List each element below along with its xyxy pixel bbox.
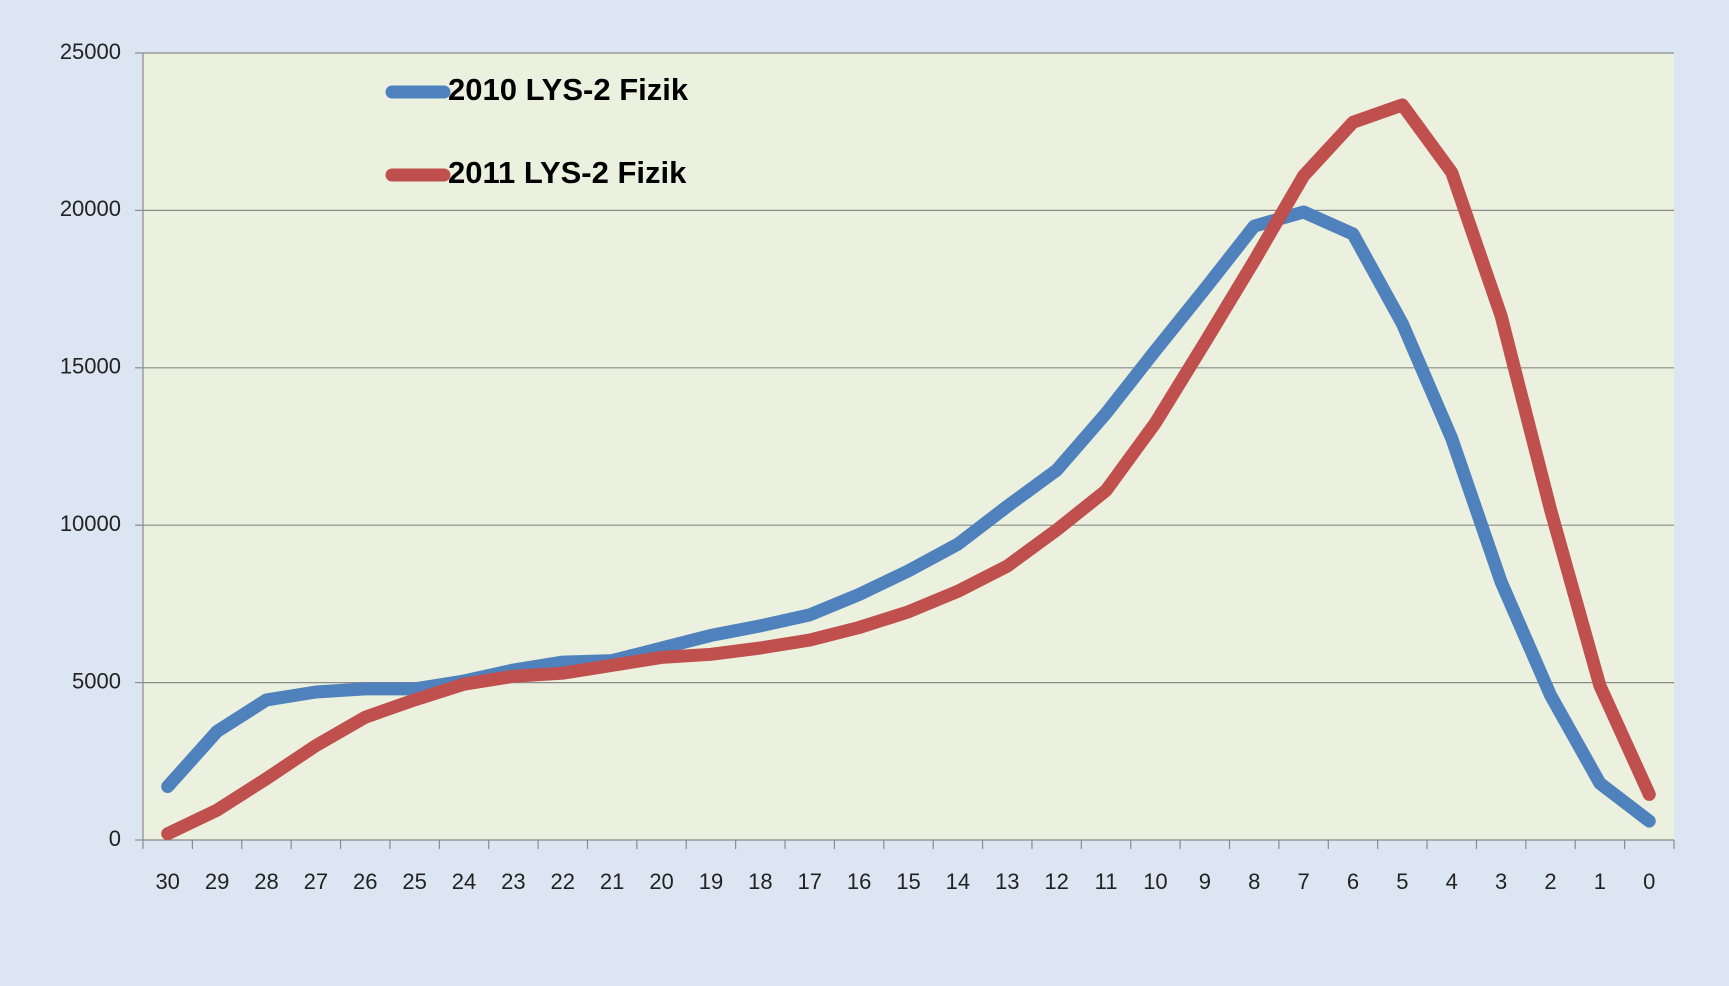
y-tick-label: 15000 — [60, 354, 121, 379]
legend-label: 2010 LYS-2 Fizik — [448, 72, 689, 107]
x-tick-label: 17 — [797, 869, 821, 894]
x-tick-label: 15 — [896, 869, 920, 894]
legend-label: 2011 LYS-2 Fizik — [448, 155, 687, 190]
x-tick-label: 2 — [1544, 869, 1556, 894]
x-tick-label: 29 — [205, 869, 229, 894]
x-tick-label: 16 — [847, 869, 871, 894]
x-tick-label: 0 — [1643, 869, 1655, 894]
x-tick-label: 19 — [699, 869, 723, 894]
x-tick-label: 13 — [995, 869, 1019, 894]
y-tick-label: 20000 — [60, 196, 121, 221]
x-tick-label: 11 — [1095, 869, 1118, 894]
y-tick-label: 25000 — [60, 39, 121, 64]
x-tick-label: 22 — [551, 869, 575, 894]
y-tick-label: 0 — [109, 826, 121, 851]
x-tick-label: 1 — [1594, 869, 1606, 894]
series-line — [161, 98, 1656, 841]
x-tick-label: 5 — [1396, 869, 1408, 894]
x-tick-label: 9 — [1199, 869, 1211, 894]
x-tick-label: 24 — [452, 869, 476, 894]
series-line — [161, 205, 1656, 828]
x-tick-label: 18 — [748, 869, 772, 894]
x-tick-label: 6 — [1347, 869, 1359, 894]
x-tick-label: 14 — [946, 869, 970, 894]
x-tick-label: 23 — [501, 869, 525, 894]
x-tick-label: 4 — [1446, 869, 1458, 894]
x-tick-label: 10 — [1143, 869, 1167, 894]
x-tick-label: 25 — [402, 869, 426, 894]
x-tick-label: 20 — [649, 869, 673, 894]
x-tick-label: 26 — [353, 869, 377, 894]
y-tick-label: 5000 — [72, 668, 121, 693]
x-tick-label: 7 — [1297, 869, 1309, 894]
x-tick-label: 8 — [1248, 869, 1260, 894]
x-tick-label: 27 — [304, 869, 328, 894]
x-tick-label: 12 — [1044, 869, 1068, 894]
x-tick-label: 30 — [155, 869, 179, 894]
y-tick-label: 10000 — [60, 511, 121, 536]
x-tick-label: 3 — [1495, 869, 1507, 894]
x-tick-label: 28 — [254, 869, 278, 894]
x-tick-label: 21 — [600, 869, 624, 894]
